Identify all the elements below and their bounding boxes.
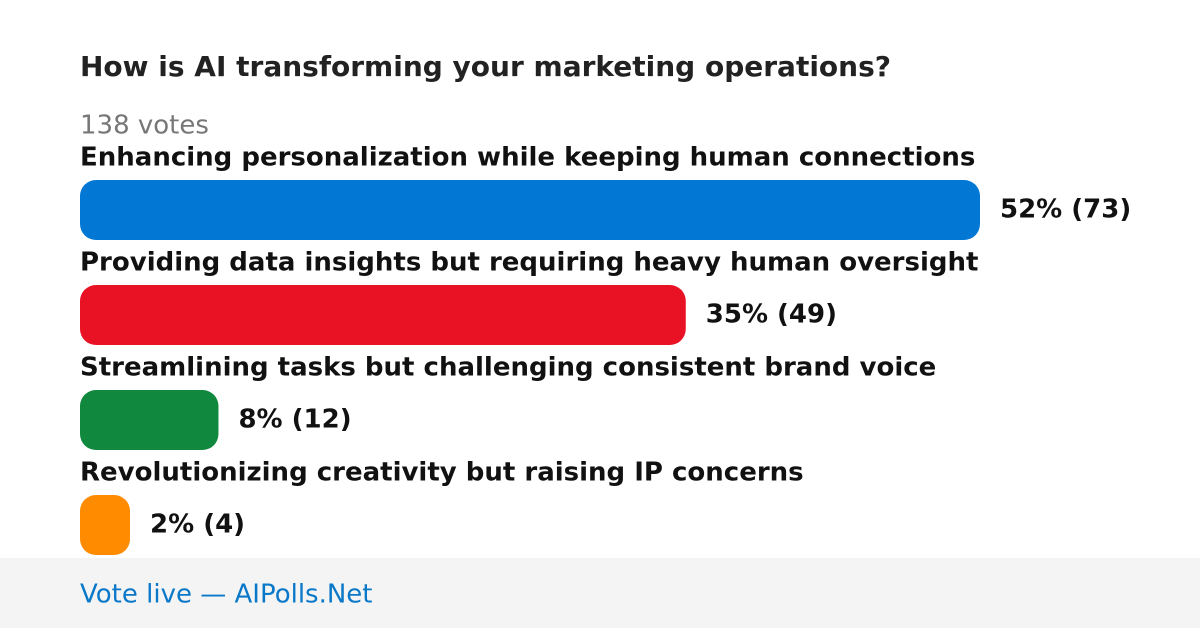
bar (80, 390, 219, 450)
value-label: 2% (4) (150, 510, 245, 540)
option-label: Revolutionizing creativity but raising I… (80, 458, 804, 488)
option-label: Providing data insights but requiring he… (80, 248, 978, 278)
footer-link[interactable]: Vote live — AIPolls.Net (80, 580, 373, 610)
value-label: 35% (49) (706, 300, 837, 330)
vote-count: 138 votes (80, 111, 209, 141)
value-label: 8% (12) (238, 405, 351, 435)
option-label: Streamlining tasks but challenging consi… (80, 353, 936, 383)
poll-title: How is AI transforming your marketing op… (80, 50, 891, 83)
value-label: 52% (73) (1000, 195, 1131, 225)
bar (80, 495, 130, 555)
footer-bar (0, 558, 1200, 628)
bar (80, 285, 686, 345)
option-label: Enhancing personalization while keeping … (80, 143, 975, 173)
bar (80, 180, 980, 240)
